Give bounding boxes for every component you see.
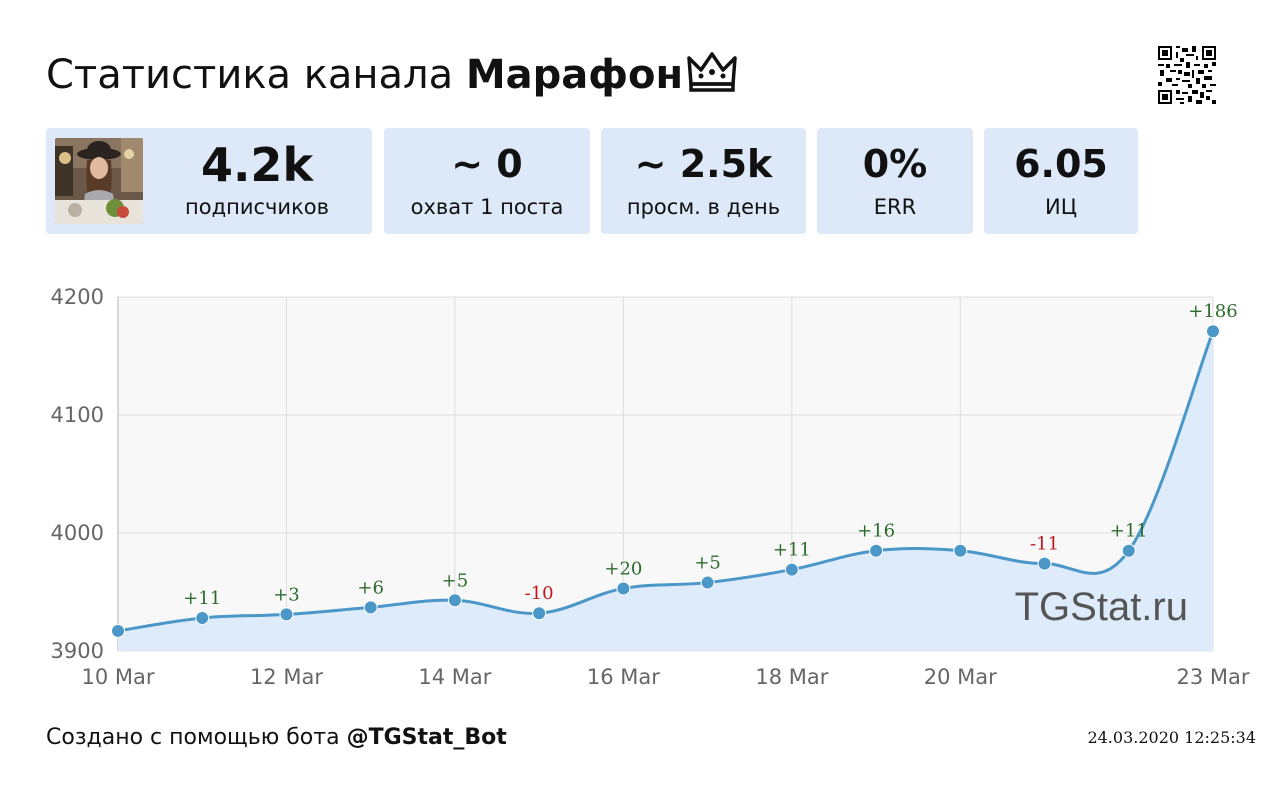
delta-label: +11 [773,540,811,561]
x-tick-label: 20 Mar [924,665,997,689]
delta-label: +11 [183,588,221,609]
data-point [1037,556,1052,571]
x-tick-label: 18 Mar [755,665,828,689]
index-label: ИЦ [1044,195,1077,219]
data-point [363,600,378,615]
reach-value: ~ 0 [451,142,523,186]
delta-label: +3 [273,584,300,605]
x-tick-label: 16 Mar [587,665,660,689]
delta-label: -11 [1030,534,1059,555]
data-point [616,581,631,596]
data-point [195,610,210,625]
stat-card-subscribers: 4.2k подписчиков [46,128,372,234]
data-point [1206,324,1220,339]
watermark: TGStat.ru [1015,585,1188,629]
delta-label: +186 [1188,301,1237,322]
delta-label: -10 [525,583,554,604]
daily-views-label: просм. в день [626,195,781,219]
reach-label: охват 1 поста [410,195,564,219]
footer-credit: Создано с помощью бота @TGStat_Bot [46,724,507,752]
y-tick-label: 4100 [51,403,104,427]
data-point [1121,543,1136,558]
series-line [117,330,1215,633]
subscribers-label: подписчиков [185,195,329,219]
delta-label: +6 [357,577,384,598]
stat-card-index: 6.05 ИЦ [984,128,1138,234]
bot-handle-link[interactable]: @TGStat_Bot [346,725,507,750]
footer-prefix: Создано с помощью бота [46,725,340,750]
data-point [532,606,547,621]
x-tick-label: 12 Mar [250,665,323,689]
delta-label: +16 [857,521,895,542]
subscribers-chart: 3900 4000 4100 4200 10 Mar 12 Mar 14 Mar 16 Mar… [51,285,1250,689]
err-label: ERR [873,195,917,219]
qr-code-icon [1158,46,1216,104]
page-title: Статистика канала Марафон [46,50,737,100]
y-tick-label: 3900 [51,639,104,663]
y-tick-label: 4200 [51,285,104,309]
delta-label: +5 [694,553,721,574]
data-point [447,593,462,608]
stat-card-reach: ~ 0 охват 1 поста [384,128,590,234]
data-point [784,562,799,577]
title-prefix: Статистика канала [46,52,454,98]
delta-label: +11 [1110,521,1148,542]
x-tick-label: 14 Mar [418,665,491,689]
y-tick-label: 4000 [51,521,104,545]
data-point [953,543,968,558]
err-value: 0% [862,142,928,186]
subscribers-value: 4.2k [200,138,314,192]
delta-label: +5 [442,570,469,591]
stat-card-err: 0% ERR [817,128,973,234]
channel-avatar [55,138,143,224]
channel-name: Марафон [465,52,684,98]
data-point [111,623,125,638]
crown-emoji-icon [687,52,737,92]
series-area [118,331,1213,651]
index-value: 6.05 [1014,142,1108,186]
stat-card-daily-views: ~ 2.5k просм. в день [601,128,806,234]
delta-label: +20 [604,558,642,579]
timestamp: 24.03.2020 12:25:34 [1087,728,1256,747]
data-point [869,543,884,558]
x-tick-label: 23 Mar [1176,665,1249,689]
data-point [700,575,715,590]
x-tick-label: 10 Mar [81,665,154,689]
daily-views-value: ~ 2.5k [634,142,773,186]
data-point [279,607,294,622]
